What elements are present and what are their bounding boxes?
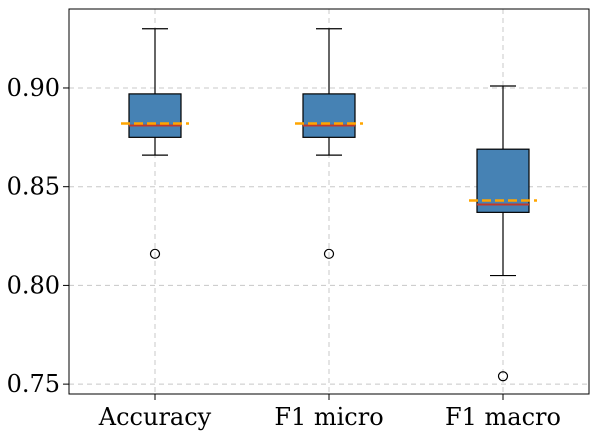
box-f1-macro — [469, 85, 537, 382]
outlier-point — [323, 248, 335, 259]
y-tick-label: 0.80 — [7, 271, 60, 299]
box-accuracy — [121, 28, 189, 259]
y-tick-label: 0.75 — [7, 370, 60, 398]
outlier-point — [497, 371, 509, 382]
box-series — [121, 28, 537, 382]
y-tick-label: 0.85 — [7, 173, 60, 201]
box-f1-micro — [295, 28, 363, 259]
x-tick-label: F1 macro — [445, 403, 561, 431]
x-tick-label: Accuracy — [98, 403, 212, 431]
iqr-box — [302, 93, 356, 138]
y-tick-label: 0.90 — [7, 74, 60, 102]
x-tick-label: F1 micro — [274, 403, 383, 431]
iqr-box — [128, 93, 182, 138]
axes: 0.75 0.80 0.85 0.90 Accuracy F1 micro F1 macro — [7, 74, 561, 431]
outlier-point — [149, 248, 161, 259]
iqr-box — [476, 148, 530, 213]
